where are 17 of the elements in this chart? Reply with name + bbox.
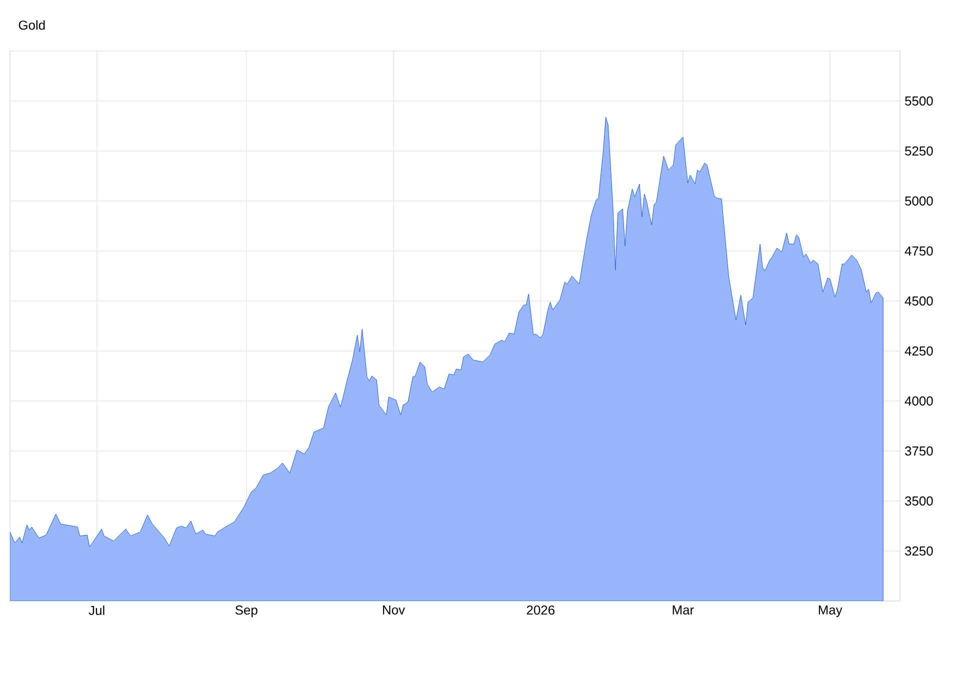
y-tick-label: 3750 bbox=[905, 446, 933, 456]
y-tick-label: 3250 bbox=[905, 546, 933, 556]
x-tick-label: 2026 bbox=[526, 605, 554, 615]
y-tick-label: 5000 bbox=[905, 196, 933, 206]
x-tick-label: Mar bbox=[672, 606, 694, 615]
y-tick-label: 3500 bbox=[905, 496, 933, 506]
y-tick-label: 4750 bbox=[904, 246, 933, 256]
y-tick-label: 5500 bbox=[905, 96, 933, 106]
x-tick-label: Nov bbox=[383, 606, 405, 615]
x-tick-label: May bbox=[818, 606, 842, 618]
y-tick-label: 5250 bbox=[905, 146, 933, 156]
x-tick-label: Jul bbox=[88, 605, 104, 616]
chart-title: Gold bbox=[18, 20, 45, 30]
y-tick-label: 4000 bbox=[904, 396, 933, 406]
x-tick-label: Sep bbox=[235, 605, 258, 618]
y-tick-label: 4500 bbox=[904, 296, 933, 306]
y-tick-label: 4250 bbox=[904, 346, 933, 356]
